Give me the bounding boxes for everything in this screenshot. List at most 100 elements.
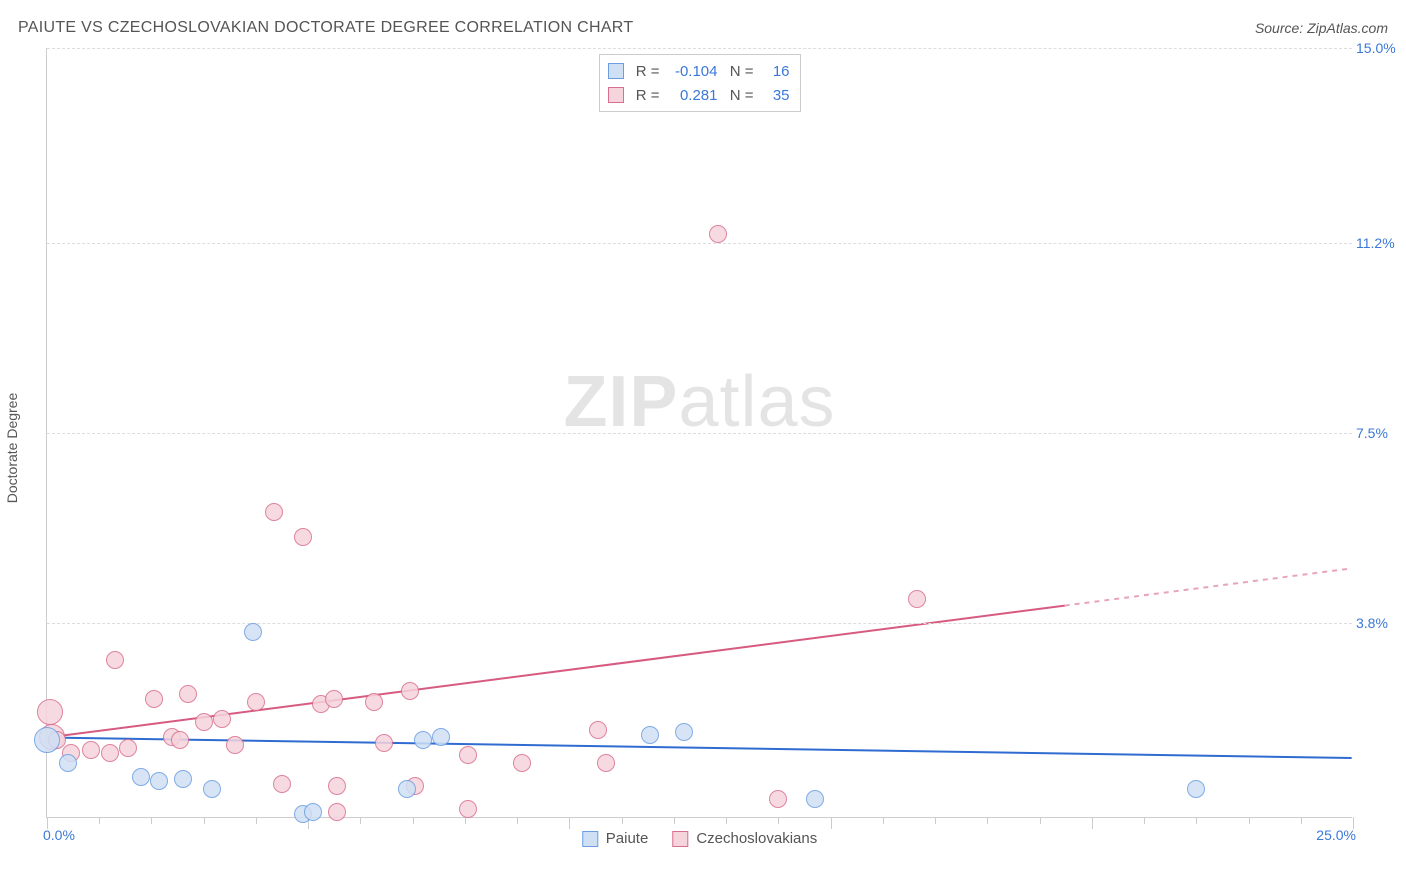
data-point-czech	[226, 736, 244, 754]
x-tick-minor	[778, 817, 779, 824]
data-point-paiute	[806, 790, 824, 808]
data-point-paiute	[203, 780, 221, 798]
grid-line	[47, 48, 1352, 49]
x-tick-minor	[1249, 817, 1250, 824]
data-point-czech	[328, 803, 346, 821]
plot-area: ZIPatlas R = -0.104 N = 16 R = 0.281 N =…	[46, 48, 1352, 818]
chart-title: PAIUTE VS CZECHOSLOVAKIAN DOCTORATE DEGR…	[18, 19, 633, 37]
legend-swatch-czech	[672, 831, 688, 847]
data-point-czech	[273, 775, 291, 793]
data-point-paiute	[432, 728, 450, 746]
stats-legend: R = -0.104 N = 16 R = 0.281 N = 35	[599, 54, 801, 112]
data-point-paiute	[174, 770, 192, 788]
stats-r-label: R =	[632, 87, 660, 104]
data-point-czech	[171, 731, 189, 749]
data-point-czech	[213, 710, 231, 728]
data-point-czech	[908, 590, 926, 608]
data-point-czech	[195, 713, 213, 731]
data-point-paiute	[150, 772, 168, 790]
data-point-paiute	[675, 723, 693, 741]
data-point-paiute	[398, 780, 416, 798]
x-tick-minor	[99, 817, 100, 824]
x-tick-minor	[883, 817, 884, 824]
data-point-czech	[589, 721, 607, 739]
x-tick-minor	[987, 817, 988, 824]
data-point-czech	[325, 690, 343, 708]
data-point-czech	[513, 754, 531, 772]
data-point-czech	[179, 685, 197, 703]
stats-row-paiute: R = -0.104 N = 16	[608, 59, 790, 83]
x-tick-minor	[1144, 817, 1145, 824]
chart-header: PAIUTE VS CZECHOSLOVAKIAN DOCTORATE DEGR…	[0, 0, 1406, 48]
legend-swatch-paiute	[582, 831, 598, 847]
data-point-czech	[101, 744, 119, 762]
data-point-paiute	[132, 768, 150, 786]
data-point-paiute	[641, 726, 659, 744]
data-point-czech	[365, 693, 383, 711]
legend-item-czech: Czechoslovakians	[672, 830, 817, 847]
data-point-czech	[401, 682, 419, 700]
x-max-label: 25.0%	[1316, 827, 1356, 843]
x-tick-minor	[935, 817, 936, 824]
x-tick-major	[47, 817, 48, 829]
data-point-paiute	[244, 623, 262, 641]
data-point-paiute	[414, 731, 432, 749]
x-tick-major	[569, 817, 570, 829]
data-point-czech	[769, 790, 787, 808]
data-point-paiute	[34, 727, 60, 753]
x-tick-minor	[622, 817, 623, 824]
x-tick-major	[1092, 817, 1093, 829]
x-tick-minor	[360, 817, 361, 824]
data-point-czech	[597, 754, 615, 772]
x-tick-minor	[256, 817, 257, 824]
data-point-czech	[247, 693, 265, 711]
x-tick-minor	[1040, 817, 1041, 824]
x-tick-major	[831, 817, 832, 829]
stats-r-czech: 0.281	[668, 87, 718, 104]
x-min-label: 0.0%	[43, 827, 75, 843]
stats-n-label: N =	[726, 63, 754, 80]
swatch-paiute	[608, 63, 624, 79]
stats-r-paiute: -0.104	[668, 63, 718, 80]
y-axis-label: Doctorate Degree	[4, 393, 20, 504]
y-tick-label: 15.0%	[1356, 40, 1406, 56]
data-point-paiute	[59, 754, 77, 772]
data-point-czech	[145, 690, 163, 708]
legend-item-paiute: Paiute	[582, 830, 649, 847]
x-tick-minor	[413, 817, 414, 824]
trend-line-dashed	[1065, 568, 1352, 605]
data-point-paiute	[1187, 780, 1205, 798]
stats-r-label: R =	[632, 63, 660, 80]
source-prefix: Source:	[1255, 20, 1307, 36]
grid-line	[47, 243, 1352, 244]
x-tick-minor	[1196, 817, 1197, 824]
chart-container: Doctorate Degree ZIPatlas R = -0.104 N =…	[18, 48, 1388, 848]
data-point-czech	[294, 528, 312, 546]
x-tick-minor	[204, 817, 205, 824]
x-tick-minor	[151, 817, 152, 824]
stats-row-czech: R = 0.281 N = 35	[608, 83, 790, 107]
data-point-czech	[459, 746, 477, 764]
chart-source: Source: ZipAtlas.com	[1255, 20, 1388, 36]
stats-n-czech: 35	[762, 87, 790, 104]
data-point-czech	[709, 225, 727, 243]
legend-label-paiute: Paiute	[606, 830, 649, 847]
x-tick-minor	[517, 817, 518, 824]
grid-line	[47, 623, 1352, 624]
y-tick-label: 7.5%	[1356, 425, 1406, 441]
y-tick-label: 3.8%	[1356, 615, 1406, 631]
data-point-czech	[328, 777, 346, 795]
data-point-czech	[265, 503, 283, 521]
grid-line	[47, 433, 1352, 434]
stats-n-paiute: 16	[762, 63, 790, 80]
data-point-paiute	[304, 803, 322, 821]
series-legend: Paiute Czechoslovakians	[582, 830, 817, 847]
stats-n-label: N =	[726, 87, 754, 104]
x-tick-minor	[726, 817, 727, 824]
data-point-czech	[106, 651, 124, 669]
y-tick-label: 11.2%	[1356, 235, 1406, 251]
x-tick-minor	[1301, 817, 1302, 824]
source-name: ZipAtlas.com	[1307, 20, 1388, 36]
data-point-czech	[459, 800, 477, 818]
swatch-czech	[608, 87, 624, 103]
